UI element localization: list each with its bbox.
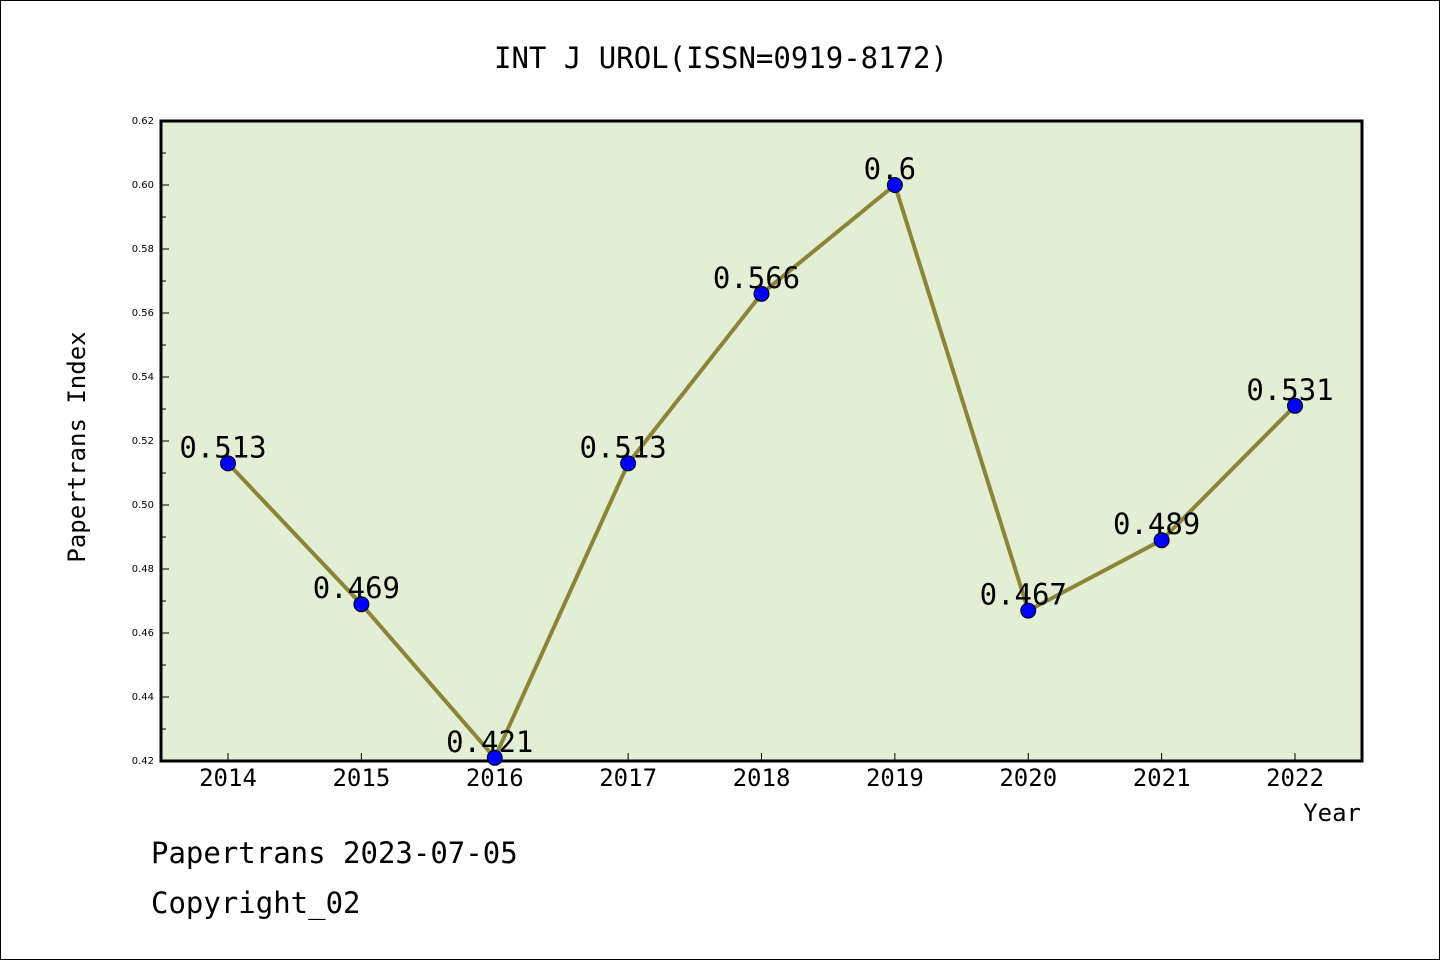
- x-tick-label: 2020: [999, 764, 1057, 792]
- x-tick-label: 2016: [466, 764, 524, 792]
- data-label: 0.513: [579, 430, 666, 464]
- data-point: [753, 285, 770, 302]
- y-tick-label: 0.48: [132, 564, 154, 575]
- y-tick-label: 0.42: [132, 756, 154, 767]
- footer-date: Papertrans 2023-07-05: [151, 836, 518, 870]
- y-tick-label: 0.54: [132, 372, 154, 383]
- data-point: [486, 749, 503, 766]
- data-point: [1287, 397, 1303, 414]
- data-point: [353, 596, 370, 613]
- x-tick-label: 2018: [733, 764, 791, 792]
- data-point: [1020, 602, 1037, 619]
- data-label: 0.566: [713, 261, 800, 295]
- x-axis: 2014 2015 2016 2017 2018 2019 2020 2021 2022: [199, 753, 1324, 792]
- y-axis-label: Papertrans Index: [63, 331, 91, 562]
- data-point: [1153, 532, 1170, 549]
- data-points: [220, 177, 1303, 766]
- data-label: 0.531: [1246, 373, 1333, 407]
- x-tick-label: 2021: [1133, 764, 1191, 792]
- y-tick-label: 0.46: [132, 628, 154, 639]
- x-tick-label: 2017: [599, 764, 657, 792]
- x-axis-label: Year: [1303, 799, 1361, 827]
- y-tick-label: 0.58: [132, 244, 154, 255]
- x-tick-label: 2014: [199, 764, 257, 792]
- data-label: 0.489: [1113, 507, 1200, 541]
- data-label: 0.6: [864, 152, 916, 186]
- footer-copyright: Copyright_02: [151, 886, 361, 920]
- plot-area: [159, 119, 1364, 763]
- data-labels: 0.513 0.469 0.421 0.513 0.566 0.6 0.467 0.489 0.…: [179, 152, 1333, 759]
- data-label: 0.467: [980, 578, 1067, 612]
- data-point: [886, 177, 903, 193]
- data-point: [220, 455, 236, 472]
- y-tick-label: 0.56: [132, 308, 154, 319]
- y-tick-label: 0.44: [132, 692, 154, 703]
- y-axis: 0.42 0.44 0.46 0.48 0.50 0.52 0.54 0.56 0.58 0.60…: [132, 116, 169, 767]
- x-tick-label: 2022: [1266, 764, 1324, 792]
- y-tick-label: 0.50: [132, 500, 154, 511]
- y-tick-label: 0.62: [132, 116, 154, 127]
- x-tick-label: 2015: [332, 764, 390, 792]
- chart-title: INT J UROL(ISSN=0919-8172): [494, 41, 948, 75]
- data-point: [620, 455, 637, 472]
- y-tick-label: 0.60: [132, 180, 154, 191]
- y-tick-label: 0.52: [132, 436, 154, 447]
- x-tick-label: 2019: [866, 764, 924, 792]
- data-label: 0.421: [446, 725, 533, 759]
- data-label: 0.513: [179, 430, 266, 464]
- data-label: 0.469: [313, 571, 400, 605]
